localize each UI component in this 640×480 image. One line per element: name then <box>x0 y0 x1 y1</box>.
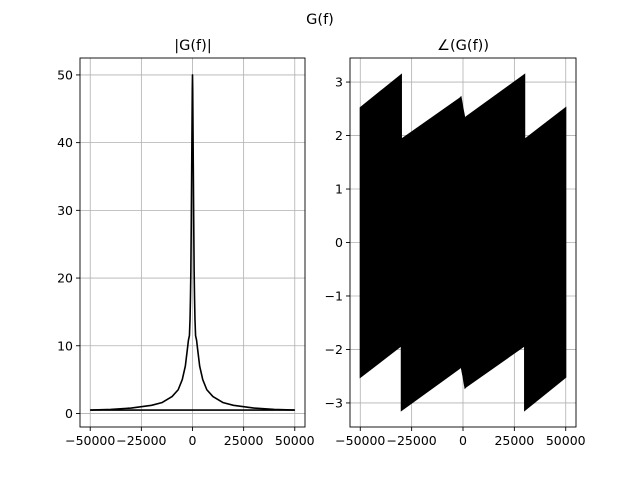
phase-x-tick-label: 25000 <box>494 433 534 448</box>
phase-x-tick-label: −50000 <box>335 433 385 448</box>
phase-x-tick-label: 50000 <box>546 433 586 448</box>
figure-suptitle: G(f) <box>306 12 334 28</box>
magnitude-y-tick-label: 30 <box>57 203 73 218</box>
phase-series-band <box>359 73 567 412</box>
phase-y-tick-label: 2 <box>335 128 343 143</box>
magnitude-plot-title: |G(f)| <box>174 38 211 54</box>
phase-x-tick-label: 0 <box>459 433 467 448</box>
phase-plot-title: ∠(G(f)) <box>437 38 489 54</box>
magnitude-x-tick-label: −50000 <box>65 433 115 448</box>
magnitude-x-tick-label: 50000 <box>275 433 315 448</box>
magnitude-y-tick-label: 50 <box>57 67 73 82</box>
phase-y-tick-label: −1 <box>325 288 343 303</box>
magnitude-x-tick-label: 0 <box>189 433 197 448</box>
magnitude-x-tick-label: 25000 <box>224 433 264 448</box>
magnitude-y-tick-label: 40 <box>57 135 73 150</box>
phase-y-tick-label: −2 <box>325 342 343 357</box>
magnitude-x-tick-label: −25000 <box>116 433 166 448</box>
phase-y-tick-label: −3 <box>325 395 343 410</box>
phase-y-tick-label: 3 <box>335 75 343 90</box>
phase-plot: ∠(G(f)) −50000 −25000 0 25000 50000 −3 −2 −1 0 1 2… <box>325 38 586 448</box>
phase-x-tick-label: −25000 <box>387 433 437 448</box>
magnitude-plot: |G(f)| −50000 −25000 0 25000 50000 0 10 20 30 40 5… <box>57 38 315 448</box>
magnitude-y-tick-label: 0 <box>65 406 73 421</box>
magnitude-y-tick-label: 10 <box>57 338 73 353</box>
phase-y-tick-label: 0 <box>335 235 343 250</box>
phase-y-tick-label: 1 <box>335 182 343 197</box>
magnitude-y-tick-label: 20 <box>57 271 73 286</box>
magnitude-series-line <box>90 74 295 411</box>
